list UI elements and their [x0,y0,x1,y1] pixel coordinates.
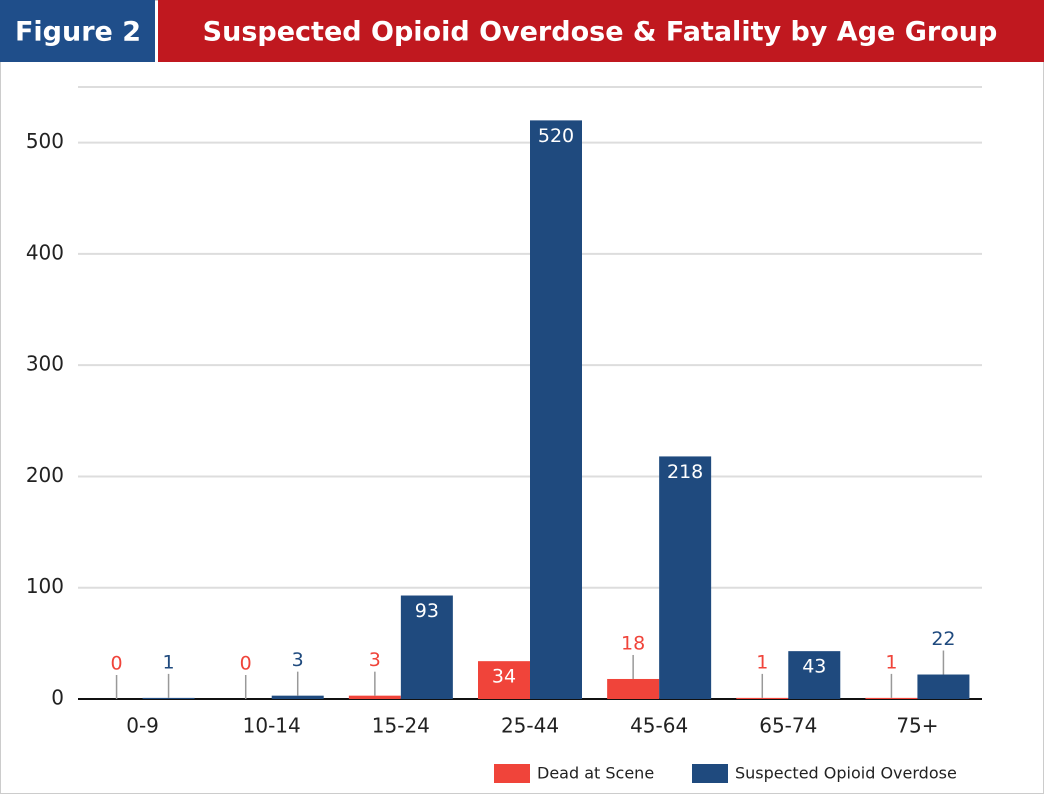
legend-swatch [494,764,530,783]
bar [917,674,970,699]
bar [478,661,530,699]
data-label: 1 [885,651,897,673]
figure-label: Figure 2 [15,17,141,48]
x-tick-label: 0-9 [126,714,159,738]
data-label: 43 [802,656,826,678]
data-label: 22 [931,628,955,650]
y-tick-label: 400 [26,240,64,264]
bar [736,697,789,699]
y-tick-label: 200 [26,463,64,487]
data-label: 218 [667,461,703,483]
data-label: 520 [538,125,574,147]
legend-swatch [692,764,728,783]
bar [865,697,918,699]
data-label: 93 [415,600,439,622]
y-tick-label: 0 [51,686,64,710]
data-label: 3 [369,649,381,671]
bar [659,456,712,699]
chart-title: Suspected Opioid Overdose & Fatality by … [203,17,998,48]
data-label: 18 [621,632,645,654]
bar [400,595,453,699]
data-label: 0 [240,653,252,675]
y-tick-label: 300 [26,352,64,376]
x-tick-label: 15-24 [372,714,430,738]
bar [607,678,660,699]
bar [348,695,401,699]
bar [530,120,582,699]
bar [788,651,841,699]
x-tick-label: 65-74 [759,714,817,738]
legend-label: Dead at Scene [537,764,654,783]
data-label: 3 [292,649,304,671]
data-label: 1 [756,651,768,673]
figure-label-box [0,0,155,62]
bar [271,695,324,699]
x-tick-label: 25-44 [501,714,559,738]
data-label: 0 [111,653,123,675]
legend-label: Suspected Opioid Overdose [735,764,957,783]
x-tick-label: 75+ [896,714,938,738]
bar [142,697,195,699]
x-tick-label: 10-14 [243,714,301,738]
data-label: 1 [163,651,175,673]
y-tick-label: 100 [26,574,64,598]
y-tick-label: 500 [26,129,64,153]
x-tick-label: 45-64 [630,714,688,738]
title-box [158,0,1044,62]
data-label: 34 [492,666,516,688]
